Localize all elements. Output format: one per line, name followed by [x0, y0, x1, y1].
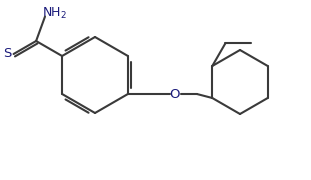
Text: NH$_2$: NH$_2$ [41, 6, 67, 21]
Text: O: O [170, 87, 180, 100]
Text: S: S [3, 46, 12, 60]
